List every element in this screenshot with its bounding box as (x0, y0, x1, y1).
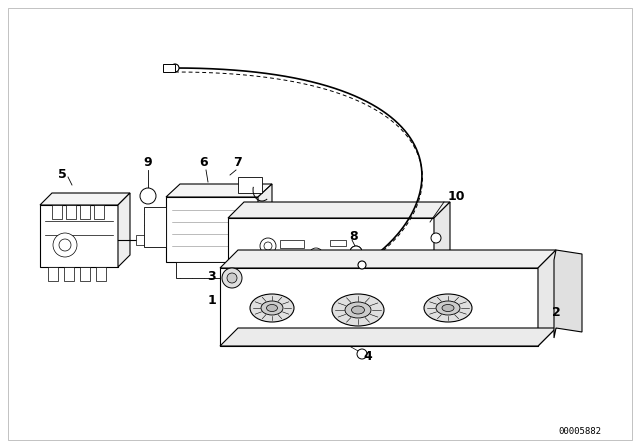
Circle shape (357, 349, 367, 359)
Bar (66, 205, 76, 219)
Text: 6: 6 (200, 155, 208, 168)
Circle shape (140, 188, 156, 204)
Circle shape (431, 233, 441, 243)
Circle shape (350, 246, 362, 258)
Circle shape (227, 273, 237, 283)
Bar (144, 207, 166, 247)
Polygon shape (220, 268, 538, 346)
Bar (330, 240, 346, 246)
Circle shape (59, 239, 71, 251)
Circle shape (350, 246, 362, 258)
Circle shape (222, 268, 242, 288)
Polygon shape (258, 184, 272, 262)
Text: 7: 7 (234, 155, 243, 168)
Ellipse shape (332, 294, 384, 326)
Polygon shape (40, 205, 118, 267)
Bar (48, 267, 58, 281)
Text: 10: 10 (447, 190, 465, 202)
Ellipse shape (424, 294, 472, 322)
Bar (80, 205, 90, 219)
Polygon shape (228, 202, 450, 218)
Circle shape (309, 248, 323, 262)
Polygon shape (228, 218, 434, 284)
Text: 8: 8 (349, 229, 358, 242)
Polygon shape (118, 193, 130, 267)
Polygon shape (434, 202, 450, 284)
Circle shape (53, 233, 77, 257)
Circle shape (264, 242, 272, 250)
Ellipse shape (351, 306, 365, 314)
Circle shape (260, 238, 276, 254)
Bar (136, 235, 154, 245)
Circle shape (171, 64, 179, 72)
Text: 00005882: 00005882 (559, 427, 602, 436)
Text: 4: 4 (364, 349, 372, 362)
Text: 3: 3 (208, 270, 216, 283)
Bar (280, 240, 304, 248)
Bar (80, 267, 90, 281)
Ellipse shape (436, 301, 460, 315)
Polygon shape (220, 328, 556, 346)
Polygon shape (40, 193, 130, 205)
Text: 2: 2 (552, 306, 561, 319)
Ellipse shape (266, 305, 278, 311)
Circle shape (358, 261, 366, 269)
Bar (96, 267, 106, 281)
Ellipse shape (345, 302, 371, 318)
Bar (238, 177, 262, 193)
Polygon shape (220, 250, 556, 268)
Bar (52, 205, 62, 219)
Bar (163, 64, 175, 72)
Ellipse shape (442, 305, 454, 311)
Polygon shape (538, 250, 556, 346)
Ellipse shape (261, 301, 283, 315)
Text: 1: 1 (207, 293, 216, 306)
Text: 5: 5 (58, 168, 67, 181)
Polygon shape (166, 184, 272, 197)
Bar (176, 262, 248, 278)
Bar (64, 267, 74, 281)
Polygon shape (554, 250, 582, 338)
Ellipse shape (250, 294, 294, 322)
Text: 9: 9 (144, 155, 152, 168)
Bar (94, 205, 104, 219)
Polygon shape (166, 197, 258, 262)
